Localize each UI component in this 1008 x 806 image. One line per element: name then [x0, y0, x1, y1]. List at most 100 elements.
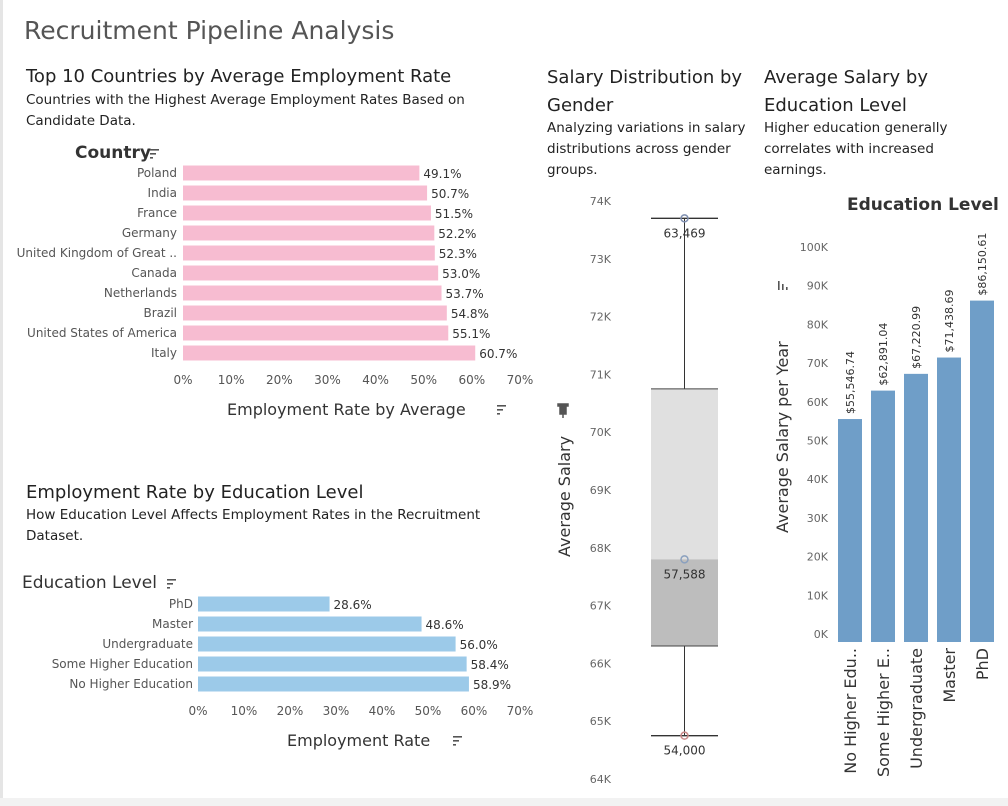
dashboard-title: Recruitment Pipeline Analysis — [24, 16, 395, 45]
gender-y-tick-label: 70K — [590, 426, 612, 439]
edu-salary-value-label: $67,220.99 — [910, 306, 923, 369]
country-x-tick-label: 40% — [362, 373, 389, 387]
education-rate-bar — [198, 676, 469, 692]
education-rate-category-label: Master — [152, 617, 193, 631]
gender-y-tick-label: 69K — [590, 484, 612, 497]
country-bar — [183, 245, 435, 261]
edu-salary-value-label: $86,150.61 — [976, 233, 989, 296]
gender-chart-title: Salary Distribution by Gender — [547, 67, 743, 116]
edu-salary-y-tick-label: 0K — [814, 628, 829, 641]
edu-salary-category-label: Some Higher E.. — [874, 648, 893, 777]
gender-y-tick-label: 64K — [590, 773, 612, 786]
gender-y-tick-label: 74K — [590, 195, 612, 208]
country-bar — [183, 185, 428, 201]
gender-point-label: 57,588 — [664, 567, 706, 581]
gender-y-axis-title: Average Salary — [555, 436, 574, 557]
sort-icon[interactable] — [497, 405, 506, 415]
education-x-axis-title: Employment Rate — [287, 731, 430, 750]
education-rate-value-label: 58.9% — [473, 678, 511, 692]
edu-salary-y-tick-label: 20K — [807, 551, 829, 564]
country-x-tick-label: 0% — [173, 373, 192, 387]
gender-y-tick-label: 72K — [590, 311, 612, 324]
education-rate-category-label: PhD — [169, 597, 193, 611]
country-category-label: United States of America — [27, 326, 177, 340]
sort-icon[interactable] — [167, 579, 176, 589]
edu-salary-category-label: Master — [940, 648, 959, 703]
country-value-label: 52.2% — [438, 227, 476, 241]
edu-salary-y-tick-label: 30K — [807, 512, 829, 525]
country-x-tick-label: 70% — [507, 373, 534, 387]
education-rate-x-tick-label: 20% — [277, 704, 304, 718]
gender-point-label: 63,469 — [664, 226, 706, 240]
education-rate-bar — [198, 616, 422, 632]
education-rate-value-label: 58.4% — [471, 658, 509, 672]
country-bar — [183, 265, 439, 281]
country-category-label: Italy — [151, 346, 177, 360]
country-category-label: United Kingdom of Great .. — [17, 246, 177, 260]
bottom-bar — [0, 798, 1008, 806]
country-category-label: France — [137, 206, 177, 220]
edu-salary-chart-title: Average Salary by Education Level — [764, 67, 928, 116]
edu-salary-y-tick-label: 80K — [807, 318, 829, 331]
education-rate-category-label: Undergraduate — [102, 637, 193, 651]
education-rate-value-label: 56.0% — [460, 638, 498, 652]
education-rate-chart-subtitle: How Education Level Affects Employment R… — [26, 507, 481, 544]
country-category-label: Netherlands — [104, 286, 177, 300]
window-edge — [0, 0, 3, 806]
country-x-tick-label: 10% — [218, 373, 245, 387]
edu-salary-y-tick-label: 60K — [807, 396, 829, 409]
country-bar — [183, 305, 447, 321]
country-value-label: 51.5% — [435, 207, 473, 221]
education-rate-bar — [198, 656, 467, 672]
country-x-tick-label: 20% — [266, 373, 293, 387]
education-rate-chart-title: Employment Rate by Education Level — [26, 482, 364, 503]
country-value-label: 52.3% — [439, 247, 477, 261]
sort-icon[interactable] — [453, 736, 462, 746]
gender-chart-subtitle: Analyzing variations in salary distribut… — [547, 120, 746, 178]
pin-icon[interactable] — [557, 403, 569, 418]
edu-salary-y-tick-label: 100K — [800, 241, 829, 254]
sort-icon[interactable] — [778, 281, 788, 290]
education-rate-category-label: No Higher Education — [69, 677, 193, 691]
edu-salary-bar — [970, 300, 994, 642]
country-category-label: India — [148, 186, 177, 200]
country-x-tick-label: 60% — [459, 373, 486, 387]
country-bar — [183, 285, 442, 301]
edu-salary-y-tick-label: 40K — [807, 473, 829, 486]
edu-salary-category-label: Undergraduate — [907, 648, 926, 769]
education-rate-x-tick-label: 10% — [231, 704, 258, 718]
country-value-label: 49.1% — [423, 167, 461, 181]
country-bar — [183, 345, 476, 361]
country-category-label: Canada — [131, 266, 177, 280]
country-category-label: Brazil — [144, 306, 178, 320]
education-rate-x-tick-label: 50% — [415, 704, 442, 718]
gender-data-point — [680, 214, 689, 223]
edu-salary-chart-subtitle: Higher education generally correlates wi… — [764, 120, 948, 178]
gender-point-label: 54,000 — [664, 744, 706, 758]
gender-y-tick-label: 71K — [590, 368, 612, 381]
education-rate-x-tick-label: 40% — [369, 704, 396, 718]
edu-salary-bar — [838, 419, 862, 642]
edu-salary-bar — [937, 357, 961, 642]
country-bar — [183, 165, 420, 181]
gender-y-tick-label: 65K — [590, 715, 612, 728]
gender-box-lower — [651, 559, 718, 647]
education-rate-x-tick-label: 0% — [188, 704, 207, 718]
country-value-label: 53.0% — [442, 267, 480, 281]
country-value-label: 60.7% — [479, 347, 517, 361]
country-value-label: 55.1% — [452, 327, 490, 341]
education-rate-bar — [198, 636, 456, 652]
edu-salary-column-header: Education Level — [847, 195, 999, 215]
country-chart-title: Top 10 Countries by Average Employment R… — [26, 66, 452, 87]
education-rate-x-tick-label: 70% — [507, 704, 534, 718]
education-rate-x-tick-label: 60% — [461, 704, 488, 718]
country-category-label: Poland — [137, 166, 177, 180]
sort-icon[interactable] — [150, 149, 159, 159]
edu-salary-bar — [871, 390, 895, 642]
edu-salary-bar — [904, 373, 928, 642]
country-chart-subtitle: Countries with the Highest Average Emplo… — [26, 92, 465, 129]
edu-salary-value-label: $55,546.74 — [844, 351, 857, 414]
country-x-axis-title: Employment Rate by Average — [227, 400, 466, 419]
edu-salary-y-tick-label: 90K — [807, 280, 829, 293]
